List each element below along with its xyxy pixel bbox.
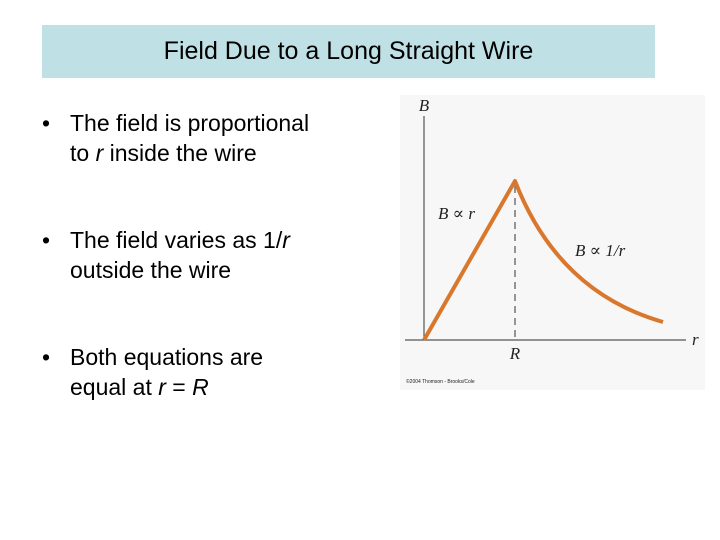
title: Field Due to a Long Straight Wire	[163, 37, 534, 65]
variable: r	[282, 227, 290, 253]
title-bar: Field Due to a Long Straight Wire	[42, 25, 655, 78]
field-curve	[422, 179, 664, 341]
bullet-line: Both equations are	[70, 342, 370, 372]
text: =	[165, 374, 193, 400]
text: inside the wire	[103, 140, 257, 166]
y-axis-label: B	[419, 96, 430, 115]
figure-background	[400, 95, 705, 390]
outside-label: B ∝ 1/r	[575, 241, 626, 260]
bullet-line: The field is proportional	[70, 108, 370, 138]
text: The field varies as 1/	[70, 227, 283, 253]
variable: R	[192, 374, 209, 400]
boundary-label: R	[509, 344, 521, 363]
text: outside the wire	[70, 257, 232, 283]
bullet-line: to r inside the wire	[70, 138, 370, 168]
text: The field is proportional	[70, 110, 310, 136]
variable: r	[158, 374, 166, 400]
bullet-line: equal at r = R	[70, 372, 370, 402]
text: equal at	[70, 374, 159, 400]
text: Both equations are	[70, 344, 264, 370]
bullet-line: The field varies as 1/r	[70, 225, 370, 255]
bullet-line: outside the wire	[70, 255, 370, 285]
credit: ©2004 Thomson - Brooks/Cole	[406, 378, 475, 385]
inside-label: B ∝ r	[438, 204, 475, 223]
x-axis-label: r	[692, 330, 699, 349]
variable: r	[95, 140, 104, 166]
text: to	[70, 140, 96, 166]
